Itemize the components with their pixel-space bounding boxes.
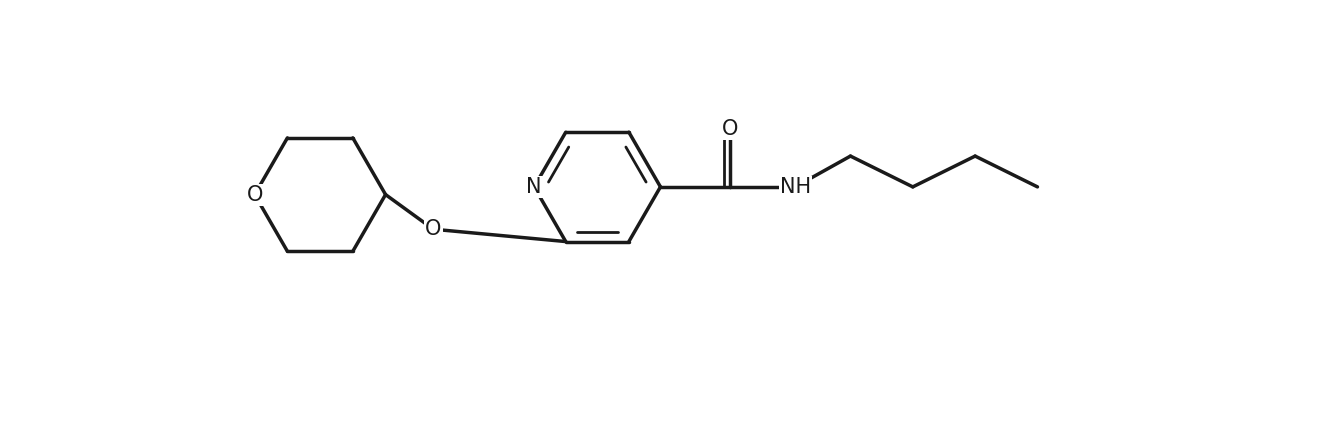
Text: NH: NH [780,177,810,197]
Text: O: O [721,119,738,139]
Text: O: O [247,184,263,205]
Text: N: N [527,177,543,197]
Text: O: O [425,219,441,239]
